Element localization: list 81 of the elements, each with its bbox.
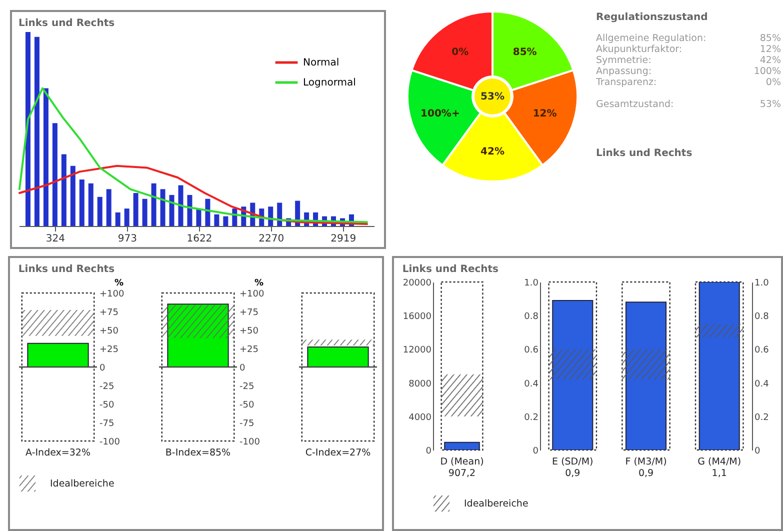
x-tick-label: F (M3/M) <box>625 456 667 468</box>
x-tick-label: B-Index=85% <box>165 448 231 458</box>
text: 0,9 <box>638 468 654 479</box>
y-tick-label: 12000 <box>402 346 432 356</box>
y-tick-label: 8000 <box>408 379 432 390</box>
y3-tick-label: 0 <box>532 446 539 456</box>
x-tick-label: 2919 <box>330 234 356 244</box>
y2-axis-title: % <box>254 278 264 288</box>
y-tick-label: 20000 <box>402 278 432 288</box>
y-tick-label: +25 <box>100 345 118 355</box>
y-tick-label: 4000 <box>408 412 432 423</box>
y3-tick-label: 0.4 <box>524 379 539 390</box>
y2-tick-label: +75 <box>240 308 258 318</box>
x-tick-label: 2270 <box>258 234 284 244</box>
text: 0% <box>766 77 781 88</box>
y-tick-label: +100 <box>100 290 124 300</box>
y2-tick-label: +100 <box>240 290 264 300</box>
legend-label: Lognormal <box>303 78 356 88</box>
y-tick-label: -75 <box>100 419 114 429</box>
y2-tick-label: 0.8 <box>754 312 770 322</box>
text: 42% <box>760 55 781 66</box>
x-tick-label: A-Index=32% <box>26 448 90 458</box>
text: 12% <box>760 44 781 55</box>
y3-tick-label: 1.0 <box>524 278 539 288</box>
legend-label: Idealbereiche <box>50 478 114 490</box>
y3-tick-label: 0.6 <box>524 346 539 356</box>
text: 1,1 <box>712 468 727 479</box>
text: 85% <box>760 33 781 44</box>
y2-tick-label: 1.0 <box>754 278 770 288</box>
x-tick-label: E (SD/M) <box>552 456 594 468</box>
text: 0% <box>452 47 469 58</box>
y2-tick-label: 0 <box>754 446 760 456</box>
chart-title: Links und Rechts <box>402 264 499 275</box>
text: 53% <box>760 99 781 110</box>
y-tick-label: -100 <box>100 438 120 448</box>
y2-tick-label: 0 <box>240 364 246 374</box>
y-tick-label: 16000 <box>402 312 432 322</box>
text: Gesamtzustand: <box>596 99 674 110</box>
y2-tick-label: +50 <box>240 326 259 336</box>
x-tick-label: 1622 <box>186 234 212 244</box>
chart-title: Links und Rechts <box>18 18 115 29</box>
text: 100% <box>754 66 781 77</box>
y3-tick-label: 0.2 <box>524 412 538 423</box>
text: 85% <box>512 47 537 58</box>
text: Symmetrie: <box>596 55 652 66</box>
y-axis-title: % <box>114 278 124 288</box>
y2-tick-label: -25 <box>240 382 254 392</box>
text: Akupunkturfaktor: <box>596 44 682 55</box>
text: 100%+ <box>420 108 460 120</box>
text: Transparenz: <box>596 77 657 88</box>
x-tick-label: 973 <box>118 234 137 244</box>
text: 0,9 <box>565 468 580 479</box>
y-tick-label: +75 <box>100 308 118 318</box>
text: Allgemeine Regulation: <box>596 33 706 44</box>
y2-tick-label: 0.4 <box>754 379 770 390</box>
y-tick-label: -25 <box>100 382 114 392</box>
text: 42% <box>480 146 504 158</box>
text: Links und Rechts <box>596 148 694 159</box>
y-tick-label: 0 <box>426 446 432 456</box>
y-tick-label: 0 <box>100 364 106 374</box>
legend-label: Idealbereiche <box>464 498 528 510</box>
x-tick-label: C-Index=27% <box>305 448 371 458</box>
y3-tick-label: 0.8 <box>524 312 539 322</box>
text: Anpassung: <box>596 66 652 77</box>
chart-title: Links und Rechts <box>18 264 115 275</box>
y2-tick-label: -50 <box>240 400 254 410</box>
y2-tick-label: -100 <box>240 438 260 448</box>
text: Regulationszustand <box>596 12 709 23</box>
text: 53% <box>480 92 504 102</box>
x-tick-label: D (Mean) <box>440 456 484 468</box>
y2-tick-label: -75 <box>240 419 254 429</box>
y2-tick-label: +25 <box>240 345 258 355</box>
y2-tick-label: 0.2 <box>754 412 769 423</box>
y-tick-label: -50 <box>100 400 114 410</box>
text: 12% <box>532 108 557 120</box>
legend-label: Normal <box>303 58 340 68</box>
x-tick-label: G (M4/M) <box>698 456 742 468</box>
y2-tick-label: 0.6 <box>754 346 770 356</box>
text: 907,2 <box>448 468 476 479</box>
y-tick-label: +50 <box>100 326 119 336</box>
x-tick-label: 324 <box>46 234 65 244</box>
